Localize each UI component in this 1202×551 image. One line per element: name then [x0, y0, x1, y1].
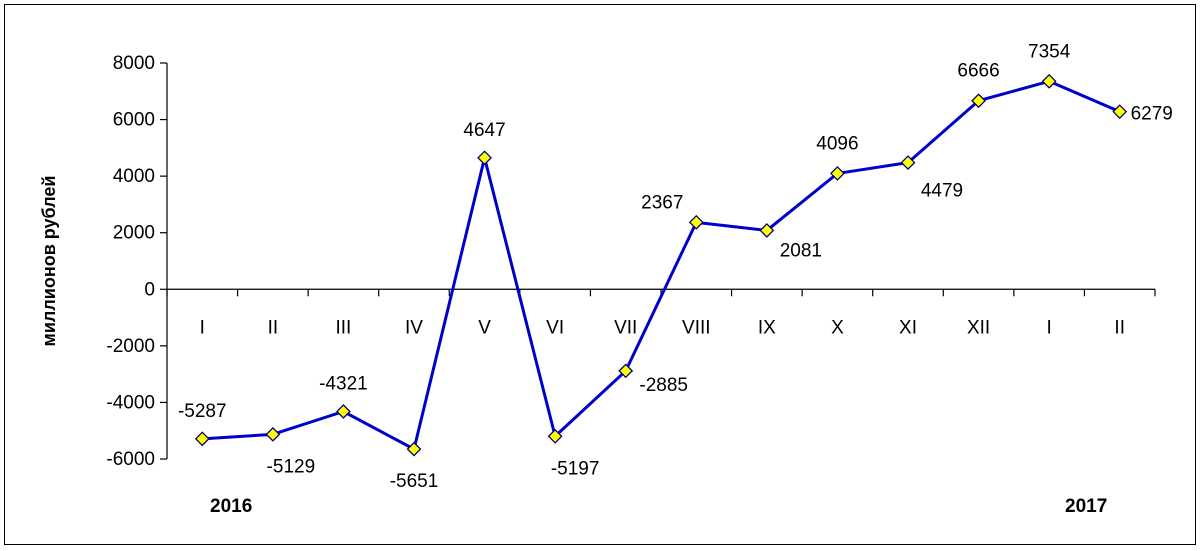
data-point-marker — [900, 155, 916, 171]
data-point-marker — [830, 166, 845, 181]
series-line — [202, 79, 1121, 451]
data-point-marker — [265, 426, 281, 442]
y-tick-label: -6000 — [106, 449, 155, 470]
data-label: -5129 — [267, 456, 316, 477]
data-label: 6666 — [957, 61, 999, 82]
year-label-2017: 2017 — [1065, 496, 1107, 517]
y-tick-label: -2000 — [106, 336, 155, 357]
data-point-marker — [971, 93, 986, 109]
y-tick-label: 6000 — [113, 110, 155, 131]
data-label: 4647 — [463, 120, 505, 141]
y-tick-label: 2000 — [113, 223, 155, 244]
x-tick-label: IX — [758, 317, 776, 338]
data-label: -5651 — [390, 471, 439, 492]
data-point-marker — [406, 441, 422, 457]
data-label: 7354 — [1028, 41, 1071, 62]
data-label: -5197 — [551, 458, 600, 479]
chart-frame: 8000 6000 4000 2000 0 -2000 -4000 -6000 I II III I… — [4, 4, 1196, 545]
x-tick-labels: I II III IV V VI VII VIII IX X XI XII I II — [200, 317, 1125, 338]
data-point-marker — [477, 150, 492, 166]
data-label: -4321 — [319, 374, 368, 395]
x-tick-label: XII — [967, 317, 990, 338]
data-point-marker — [759, 223, 775, 238]
y-tick-label: 0 — [144, 279, 155, 300]
x-tick-label: I — [1047, 317, 1052, 338]
x-tick-label: X — [831, 317, 844, 338]
data-point-marker — [688, 214, 704, 230]
data-label: -2885 — [639, 375, 688, 396]
data-label: 2367 — [641, 192, 683, 213]
data-labels: -5287 -5129 -4321 -5651 4647 -5197 -2885 2367 20… — [178, 41, 1173, 492]
data-label: 2081 — [780, 240, 822, 261]
x-tick-label: VII — [614, 317, 637, 338]
data-label: 4096 — [816, 133, 858, 154]
series-polyline — [202, 79, 1121, 451]
y-tick-label: 8000 — [113, 53, 155, 74]
y-tick-labels: 8000 6000 4000 2000 0 -2000 -4000 -6000 — [106, 53, 155, 470]
x-tick-label: II — [1114, 317, 1125, 338]
x-tick-label: III — [336, 317, 352, 338]
data-point-marker — [618, 363, 634, 379]
x-tick-label: IV — [405, 317, 423, 338]
y-tick-label: -4000 — [106, 392, 155, 413]
data-point-marker — [1112, 104, 1128, 120]
x-tick-label: I — [200, 317, 205, 338]
data-point-marker — [336, 404, 351, 419]
data-label: 6279 — [1131, 104, 1173, 125]
year-label-2016: 2016 — [210, 496, 252, 517]
data-point-marker — [194, 431, 210, 447]
y-axis-label: миллионов рублей — [39, 176, 59, 347]
x-tick-label: VI — [546, 317, 564, 338]
x-tick-label: XI — [899, 317, 917, 338]
data-point-marker — [1041, 73, 1057, 89]
x-tick-label: II — [268, 317, 279, 338]
y-tick-label: 4000 — [113, 166, 155, 187]
axes — [160, 62, 1156, 460]
data-point-marker — [547, 428, 563, 444]
data-label: 4479 — [921, 181, 963, 202]
x-tick-label: V — [478, 317, 491, 338]
x-tick-label: VIII — [682, 317, 711, 338]
series-markers — [194, 73, 1128, 457]
data-label: -5287 — [178, 401, 227, 422]
